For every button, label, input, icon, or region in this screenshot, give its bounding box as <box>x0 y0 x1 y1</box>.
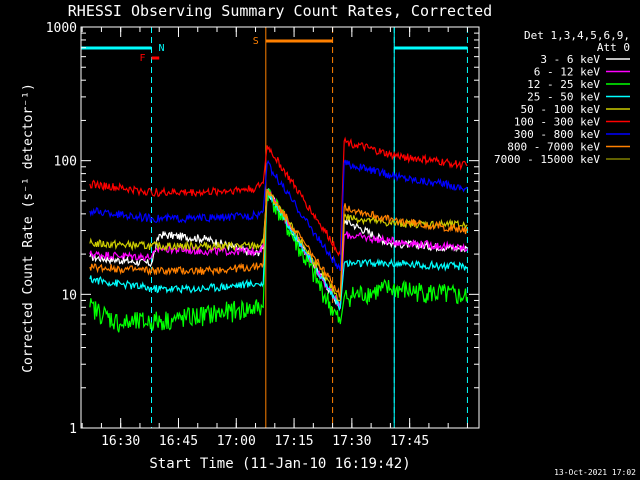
series-line-5 <box>89 136 468 257</box>
legend-label-3: 25 - 50 keV <box>527 91 600 104</box>
series-line-2 <box>89 187 468 333</box>
legend-label-7: 800 - 7000 keV <box>507 141 600 154</box>
annotation-S: S <box>253 36 259 47</box>
legend-label-8: 7000 - 15000 keV <box>494 153 600 166</box>
x-tick-label-5: 17:45 <box>390 434 429 449</box>
y-axis-label: Corrected Count Rate (s⁻¹ detector⁻¹) <box>21 83 36 373</box>
series-line-6 <box>89 159 468 271</box>
x-tick-label-1: 16:45 <box>159 434 198 449</box>
y-tick-label-0: 1 <box>69 422 77 437</box>
y-tick-label-3: 1000 <box>46 21 77 36</box>
y-tick-label-1: 10 <box>61 288 77 303</box>
annotation-F: F <box>139 53 145 64</box>
x-tick-label-4: 17:30 <box>332 434 371 449</box>
annotation-N: N <box>158 43 164 54</box>
x-tick-label-3: 17:15 <box>274 434 313 449</box>
series-line-7 <box>89 189 468 299</box>
legend-label-5: 100 - 300 keV <box>514 116 600 129</box>
plot-frame <box>80 26 480 429</box>
x-axis-label: Start Time (11-Jan-10 16:19:42) <box>149 456 410 472</box>
y-tick-label-2: 100 <box>54 155 77 170</box>
legend-label-1: 6 - 12 keV <box>534 66 601 79</box>
chart-title: RHESSI Observing Summary Count Rates, Co… <box>68 2 492 20</box>
timestamp: 13-Oct-2021 17:02 <box>554 468 636 477</box>
legend-label-4: 50 - 100 keV <box>521 103 601 116</box>
x-tick-label-0: 16:30 <box>101 434 140 449</box>
series-line-3 <box>89 188 468 312</box>
legend-attenuator: Att 0 <box>597 41 630 54</box>
legend-label-2: 12 - 25 keV <box>527 78 600 91</box>
legend-label-0: 3 - 6 keV <box>540 53 600 66</box>
legend-label-6: 300 - 800 keV <box>514 128 600 141</box>
x-tick-label-2: 17:00 <box>217 434 256 449</box>
legend-title: Det 1,3,4,5,6,9, <box>524 29 630 42</box>
